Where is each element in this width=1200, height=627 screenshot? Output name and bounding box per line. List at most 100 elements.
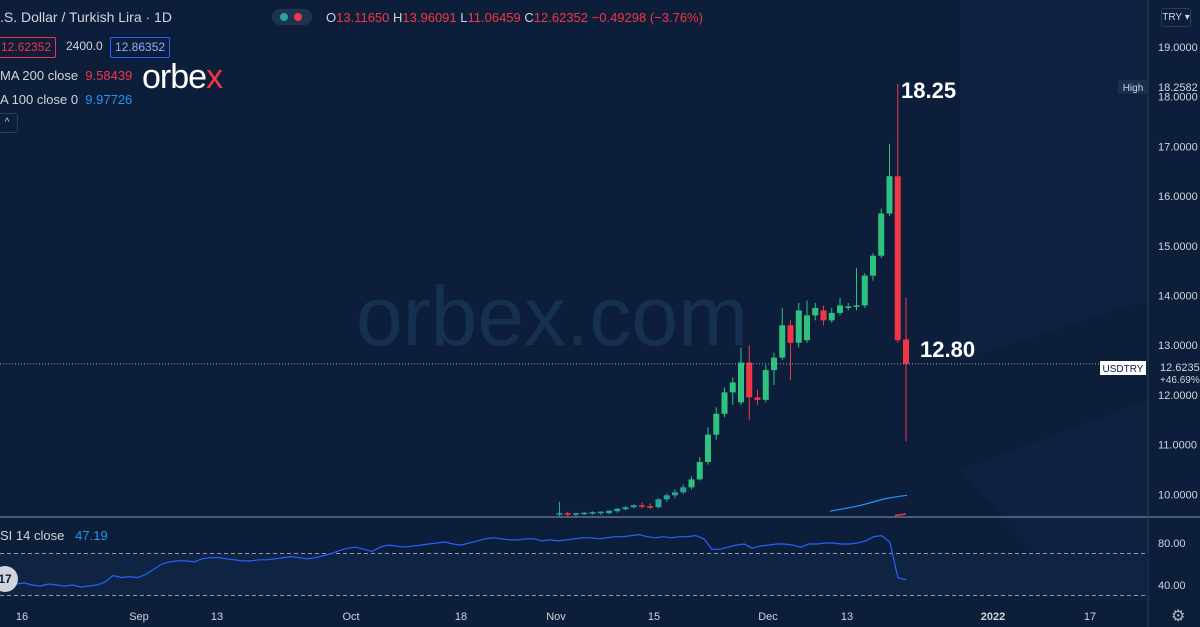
y-tick-label: 15.0000 [1158, 241, 1198, 253]
candle-body [903, 339, 909, 364]
y-tick-label: 16.0000 [1158, 191, 1198, 203]
gear-icon[interactable]: ⚙ [1171, 608, 1186, 625]
ohlc-high-key: H [393, 10, 403, 25]
candle-body [812, 307, 819, 316]
candle-body [738, 362, 744, 403]
ma200-value: 9.58439 [85, 68, 133, 83]
high-label-bg [1118, 80, 1148, 94]
candle-body [894, 176, 901, 341]
high-label: High [1123, 83, 1144, 94]
ma100-label: A 100 close 0 [0, 92, 79, 107]
ma100-line [829, 494, 908, 512]
rsi-tick-label: 80.00 [1158, 538, 1186, 550]
candle-body [589, 512, 596, 514]
candle-body [721, 392, 728, 414]
ohlc-open-value: 13.11650 [336, 10, 390, 25]
candle-body [845, 306, 852, 308]
x-tick-label: Dec [758, 611, 778, 623]
rsi-tick-label: 40.00 [1158, 580, 1186, 592]
toggle-dot-red-icon [294, 13, 302, 21]
candle-body [564, 513, 571, 515]
rsi-value: 47.19 [75, 528, 108, 543]
last-value: 12.6235 [1160, 362, 1200, 374]
y-tick-label: 18.0000 [1158, 92, 1198, 104]
candle-body [614, 508, 621, 512]
y-tick-label: 17.0000 [1158, 141, 1198, 153]
x-tick-label: 13 [211, 611, 223, 623]
candle-body [556, 513, 563, 515]
sell-price-box[interactable]: 12.62352 [0, 37, 57, 58]
candle-body [878, 213, 885, 256]
candle-body [597, 511, 604, 514]
x-tick-label: 17 [1084, 611, 1096, 623]
candle-body [713, 413, 720, 435]
candle-body [573, 513, 579, 515]
candle-body [795, 310, 802, 343]
symbol-title[interactable]: .S. Dollar / Turkish Lira · 1D [0, 9, 172, 25]
candle-body [820, 310, 827, 321]
tradingview-logo-icon[interactable]: 17 [0, 566, 18, 592]
x-tick-label: 2022 [981, 611, 1005, 623]
orbex-logo: orbex [142, 58, 223, 97]
candle-body [622, 507, 629, 510]
rsi-line [0, 533, 907, 588]
ohlc-change: −0.49298 (−3.76%) [591, 10, 703, 25]
x-tick-label: Sep [129, 611, 149, 623]
candle-body [729, 382, 736, 393]
symbol-label: USDTRY [1103, 364, 1144, 375]
annotation-close: 12.80 [920, 337, 975, 362]
collapse-legend-icon[interactable]: ^ [0, 113, 18, 133]
candle-body [762, 370, 769, 400]
logo-x: x [206, 58, 223, 96]
rsi-band-fill [0, 553, 1148, 596]
toggle-dot-green-icon [280, 13, 288, 21]
candle-body [787, 325, 794, 343]
rsi-legend[interactable]: SI 14 close 47.19 [0, 528, 108, 543]
currency-selector[interactable]: TRY ▾ [1161, 8, 1191, 27]
ma200-label: MA 200 close [0, 68, 79, 83]
spread-value: 2400.0 [66, 39, 103, 53]
ohlc-readout: O13.11650 H13.96091 L11.06459 C12.62352 … [326, 10, 703, 25]
candle-body [647, 506, 654, 508]
ma100-legend[interactable]: A 100 close 0 9.97726 [0, 92, 132, 107]
x-tick-label: 16 [16, 611, 28, 623]
candle-body [705, 434, 711, 462]
candle-body [853, 305, 860, 307]
ohlc-low-value: 11.06459 [467, 10, 521, 25]
bg-decor-shape [960, 0, 1148, 360]
ohlc-close-key: C [524, 10, 534, 25]
x-tick-label: 18 [455, 611, 467, 623]
visibility-toggle[interactable] [272, 9, 312, 25]
watermark-text: orbex.com [356, 269, 748, 363]
candle-body [754, 397, 761, 400]
candle-body [606, 510, 612, 514]
candle-body [672, 492, 678, 496]
ma200-legend[interactable]: MA 200 close 9.58439 [0, 68, 132, 83]
y-tick-label: 13.0000 [1158, 340, 1198, 352]
candle-body [861, 275, 868, 306]
candle-body [746, 362, 753, 398]
x-tick-label: Oct [342, 611, 359, 623]
candle-body [804, 315, 810, 341]
candle-body [581, 512, 588, 515]
ma200-line [894, 513, 907, 517]
candle-body [663, 495, 670, 500]
ohlc-open-key: O [326, 10, 337, 25]
high-value: 18.2582 [1158, 82, 1198, 94]
ohlc-high-value: 13.96091 [402, 10, 457, 25]
x-tick-label: 13 [841, 611, 853, 623]
y-tick-label: 11.0000 [1158, 440, 1197, 452]
candle-body [639, 505, 645, 507]
x-tick-label: 15 [648, 611, 660, 623]
last-change: +46.69% [1160, 375, 1200, 386]
buy-price-box[interactable]: 12.86352 [110, 37, 171, 58]
bg-decor-shape-2 [960, 400, 1148, 600]
candle-body [630, 505, 637, 508]
annotation-high: 18.25 [901, 78, 956, 103]
candle-body [680, 487, 687, 493]
candle-body [779, 325, 786, 358]
y-tick-label: 14.0000 [1158, 291, 1198, 303]
candle-body [655, 499, 662, 508]
logo-text: orbe [142, 58, 207, 96]
